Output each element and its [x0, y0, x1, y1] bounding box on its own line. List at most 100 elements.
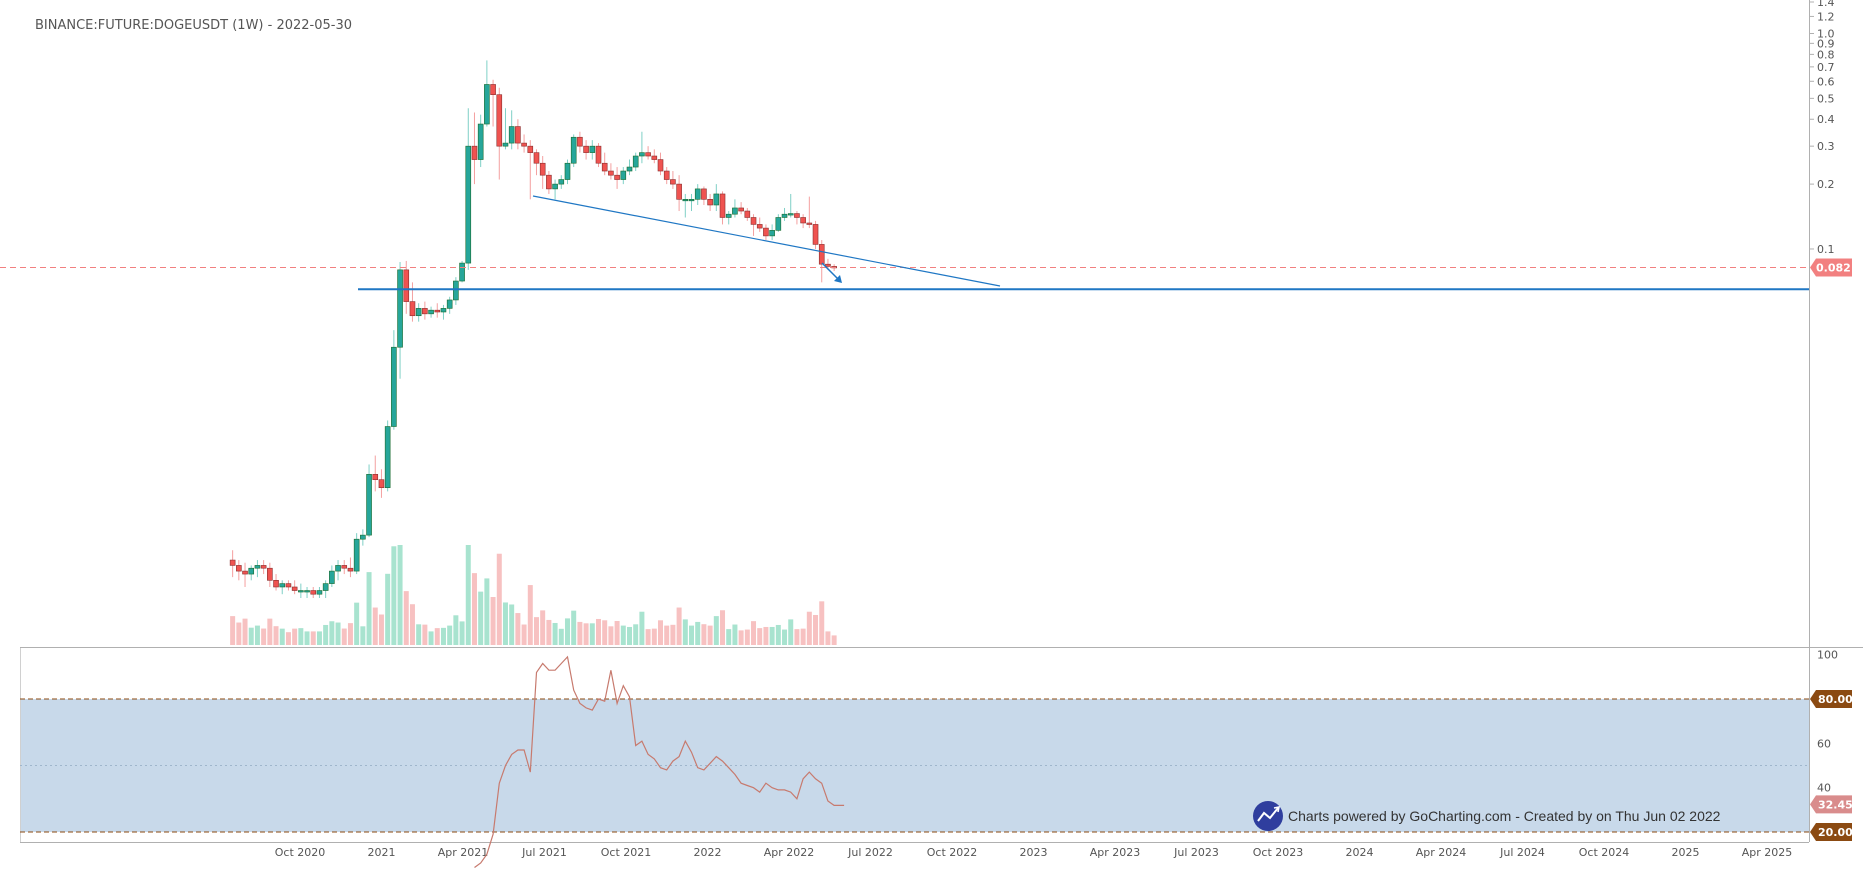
- candle: [459, 260, 465, 283]
- volume-bar: [744, 629, 750, 645]
- candle: [688, 193, 695, 212]
- y-tick-label: 0.5: [1817, 92, 1835, 105]
- candle: [471, 112, 478, 185]
- candle: [626, 159, 633, 176]
- volume-bar: [416, 624, 422, 645]
- candle: [254, 560, 261, 578]
- x-tick-label: Oct 2020: [275, 846, 326, 859]
- volume-bar: [484, 578, 490, 645]
- x-tick-label: Oct 2022: [927, 846, 978, 859]
- candle: [657, 152, 664, 176]
- candle: [403, 260, 410, 314]
- candle: [614, 167, 620, 189]
- credit-watermark[interactable]: Charts powered by GoCharting.com - Creat…: [1253, 801, 1721, 831]
- candle: [477, 114, 484, 168]
- volume-bar: [310, 631, 316, 645]
- candle: [732, 199, 738, 218]
- candle: [812, 220, 819, 249]
- descending-trend-line[interactable]: [532, 195, 1001, 287]
- volume-bar: [819, 601, 825, 645]
- direction-arrow: [821, 262, 842, 283]
- candle: [744, 207, 751, 221]
- volume-bar: [695, 621, 701, 645]
- x-tick-label: 2025: [1672, 846, 1700, 859]
- candle: [533, 149, 540, 176]
- volume-bar: [440, 627, 446, 645]
- candle: [384, 420, 391, 492]
- volume-bar: [366, 572, 372, 645]
- candle: [329, 565, 335, 587]
- x-tick-label: Oct 2024: [1579, 846, 1630, 859]
- volume-bar: [806, 611, 812, 645]
- volume-bar: [248, 627, 254, 645]
- candle: [583, 140, 589, 160]
- volume-bar: [490, 597, 496, 645]
- volume-bar: [496, 553, 502, 645]
- volume-bar: [341, 628, 347, 645]
- volume-bar: [298, 628, 304, 645]
- candle: [750, 214, 757, 236]
- volume-bar: [428, 631, 434, 645]
- volume-bar: [769, 626, 775, 645]
- volume-bar: [273, 626, 279, 645]
- candle: [298, 583, 304, 599]
- candle: [453, 277, 459, 305]
- candle: [322, 580, 329, 599]
- rsi-level-label: 80.00: [1818, 693, 1853, 706]
- candle: [738, 202, 744, 215]
- x-tick-label: Jul 2024: [1499, 846, 1545, 859]
- volume-bar: [831, 635, 837, 645]
- volume-bar: [236, 622, 242, 645]
- candle: [756, 217, 763, 232]
- volume-bar: [403, 591, 409, 645]
- volume-bar: [595, 618, 601, 645]
- volume-bar: [323, 624, 329, 645]
- candle: [335, 560, 341, 581]
- candle: [508, 110, 515, 150]
- volume-bar: [620, 625, 626, 645]
- volume-bar: [639, 611, 645, 645]
- candle: [409, 282, 416, 322]
- volume-bar: [720, 610, 726, 645]
- volume-bar: [564, 618, 570, 645]
- volume-bar: [459, 621, 465, 645]
- candle: [415, 303, 422, 322]
- volume-bar: [354, 602, 360, 645]
- volume-bar: [453, 615, 459, 645]
- candle: [248, 565, 255, 581]
- last-price-badge: 0.082: [1810, 258, 1852, 277]
- volume-bar: [360, 626, 366, 645]
- rsi-tick-label: 60: [1817, 737, 1831, 750]
- candle: [316, 586, 323, 599]
- candle: [242, 562, 248, 587]
- x-tick-label: Oct 2021: [601, 846, 652, 859]
- candle: [595, 143, 602, 168]
- volume-bar: [701, 624, 707, 645]
- y-tick-label: 0.6: [1817, 75, 1835, 88]
- rsi-level-badge: [1810, 823, 1852, 841]
- candle: [570, 134, 577, 168]
- rsi-tick-label: 40: [1817, 782, 1831, 795]
- candle: [564, 159, 571, 185]
- chart-title: BINANCE:FUTURE:DOGEUSDT (1W) - 2022-05-3…: [35, 18, 352, 33]
- rsi-level-label: 20.00: [1818, 826, 1853, 839]
- volume-bar: [316, 631, 322, 645]
- volume-bar: [670, 624, 676, 645]
- rsi-last-badge: 32.45: [1810, 795, 1853, 814]
- y-tick-label: 0.9: [1817, 37, 1835, 50]
- candle: [707, 193, 713, 212]
- candle: [651, 149, 658, 164]
- last-price-label: 0.082: [1816, 262, 1851, 275]
- volume-bar: [434, 628, 440, 645]
- candle: [639, 131, 645, 164]
- candle: [769, 224, 775, 241]
- candle: [589, 140, 596, 160]
- volume-bar: [782, 629, 788, 645]
- x-tick-label: Apr 2023: [1090, 846, 1141, 859]
- volume-bar: [527, 585, 533, 645]
- volume-bar: [658, 620, 664, 645]
- volume-bar: [800, 628, 806, 645]
- volume-bar: [391, 546, 397, 645]
- y-tick-label: 1.4: [1817, 0, 1835, 9]
